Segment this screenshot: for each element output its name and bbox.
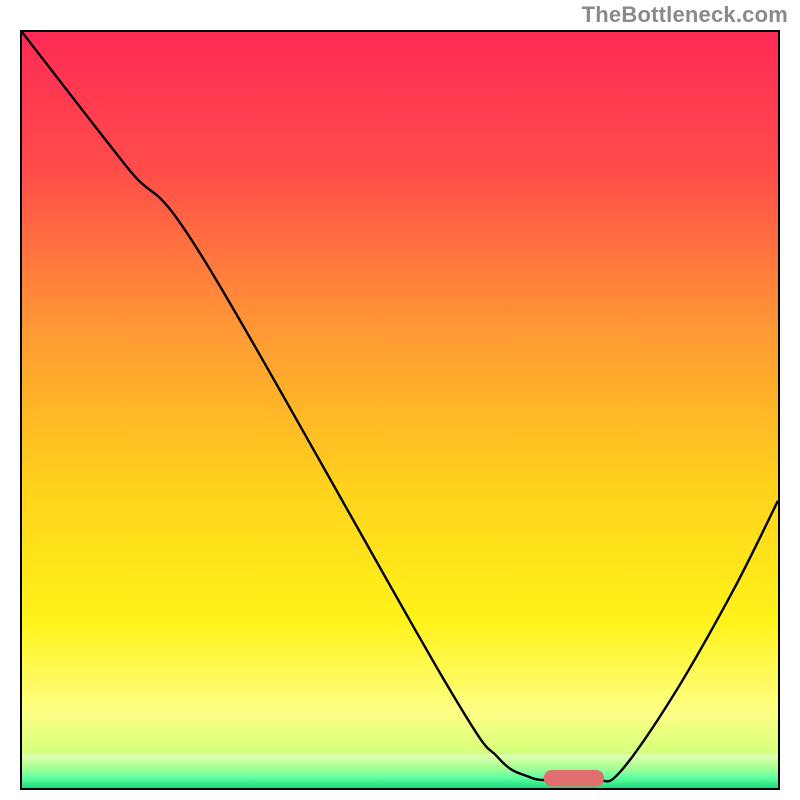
watermark-text: TheBottleneck.com	[582, 2, 788, 28]
plot-area	[20, 30, 780, 790]
chart-frame: { "watermark": { "text": "TheBottleneck.…	[0, 0, 800, 800]
optimal-range-marker	[22, 32, 778, 788]
